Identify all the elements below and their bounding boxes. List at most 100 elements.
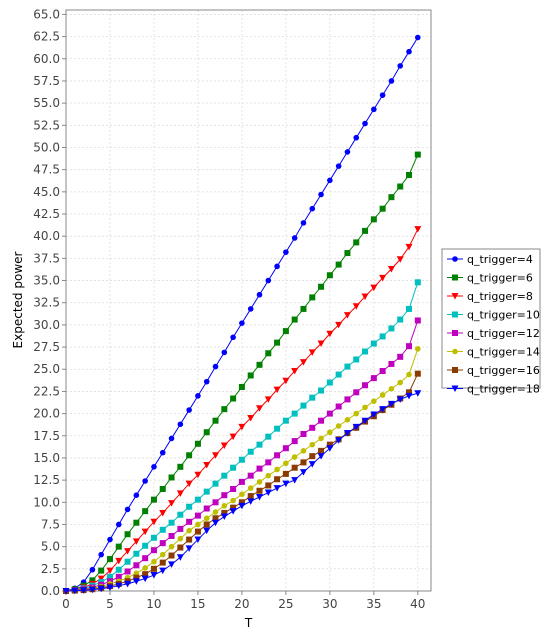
data-point — [406, 389, 413, 396]
data-point — [352, 423, 360, 431]
data-point — [212, 519, 220, 527]
x-tick-label: 10 — [146, 597, 161, 611]
x-tick-label: 30 — [322, 597, 337, 611]
series-2 — [63, 151, 421, 594]
data-point — [97, 585, 105, 593]
data-point — [238, 423, 246, 431]
data-point — [362, 404, 368, 411]
legend-marker — [452, 274, 458, 281]
data-point — [150, 572, 158, 579]
legend-label: q_trigger=10 — [467, 309, 540, 322]
data-point — [150, 496, 157, 503]
data-point — [203, 515, 210, 522]
data-point — [159, 449, 166, 456]
data-point — [265, 350, 272, 357]
data-point — [115, 543, 122, 550]
data-point — [159, 526, 166, 533]
legend-marker — [452, 348, 458, 355]
data-point — [282, 377, 290, 385]
y-tick-label: 27.5 — [33, 340, 60, 354]
data-point — [203, 488, 210, 495]
data-point — [177, 463, 184, 470]
data-point — [98, 551, 104, 558]
data-point — [151, 558, 157, 565]
data-point — [371, 106, 377, 113]
data-point — [186, 452, 193, 459]
data-point — [282, 417, 289, 424]
data-point — [309, 394, 316, 401]
data-point — [230, 504, 237, 511]
data-point — [159, 509, 167, 517]
data-point — [230, 497, 236, 504]
data-point — [379, 392, 386, 398]
data-point — [203, 527, 211, 535]
data-point — [230, 395, 237, 402]
data-point — [212, 509, 219, 515]
legend-marker — [452, 256, 458, 262]
data-point — [221, 503, 228, 509]
data-point — [379, 274, 387, 282]
series-5 — [63, 317, 421, 594]
y-tick-label: 47.5 — [33, 163, 60, 177]
data-point — [220, 442, 228, 450]
y-tick-label: 40.0 — [33, 229, 60, 243]
data-point — [291, 316, 298, 323]
data-point — [414, 370, 421, 377]
data-point — [177, 535, 184, 542]
data-point — [185, 480, 193, 488]
data-point — [220, 513, 228, 520]
data-point — [221, 492, 228, 499]
data-point — [230, 485, 237, 492]
data-point — [151, 464, 157, 470]
data-point — [282, 470, 289, 477]
data-point — [159, 559, 166, 566]
data-point — [124, 580, 132, 588]
data-point — [264, 489, 272, 497]
data-point — [255, 493, 263, 501]
data-point — [168, 543, 175, 550]
data-point — [265, 482, 272, 489]
y-tick-label: 15.0 — [33, 451, 60, 465]
data-point — [247, 448, 254, 455]
legend-label: q_trigger=6 — [467, 272, 533, 285]
data-point — [379, 205, 386, 212]
data-point — [89, 577, 96, 584]
data-point — [362, 120, 368, 127]
y-tick-label: 2.5 — [41, 562, 60, 576]
data-point — [115, 573, 122, 580]
data-point — [150, 518, 158, 526]
data-point — [256, 479, 263, 485]
y-tick-label: 50.0 — [33, 140, 60, 154]
data-point — [115, 521, 122, 528]
data-point — [247, 493, 254, 500]
data-point — [106, 567, 114, 575]
y-tick-label: 65.0 — [33, 7, 60, 21]
data-point — [221, 472, 228, 479]
data-point — [414, 279, 421, 286]
data-point — [89, 566, 96, 573]
data-point — [379, 406, 387, 413]
data-point — [71, 587, 79, 595]
data-point — [194, 496, 201, 503]
data-point — [274, 452, 281, 459]
y-tick-label: 10.0 — [33, 495, 60, 509]
data-point — [256, 291, 263, 298]
data-point — [159, 551, 166, 558]
data-point — [168, 533, 175, 540]
y-tick-label: 45.0 — [33, 185, 60, 199]
data-point — [265, 277, 272, 284]
data-point — [115, 566, 122, 573]
data-point — [397, 379, 404, 386]
data-point — [397, 183, 404, 190]
data-point — [229, 433, 237, 441]
data-point — [274, 425, 281, 432]
data-point — [291, 368, 299, 375]
data-point — [318, 191, 324, 198]
data-point — [274, 263, 280, 270]
data-point — [256, 441, 263, 448]
data-point — [300, 459, 307, 466]
data-point — [308, 461, 316, 468]
data-point — [239, 491, 245, 498]
x-tick-label: 40 — [410, 597, 425, 611]
